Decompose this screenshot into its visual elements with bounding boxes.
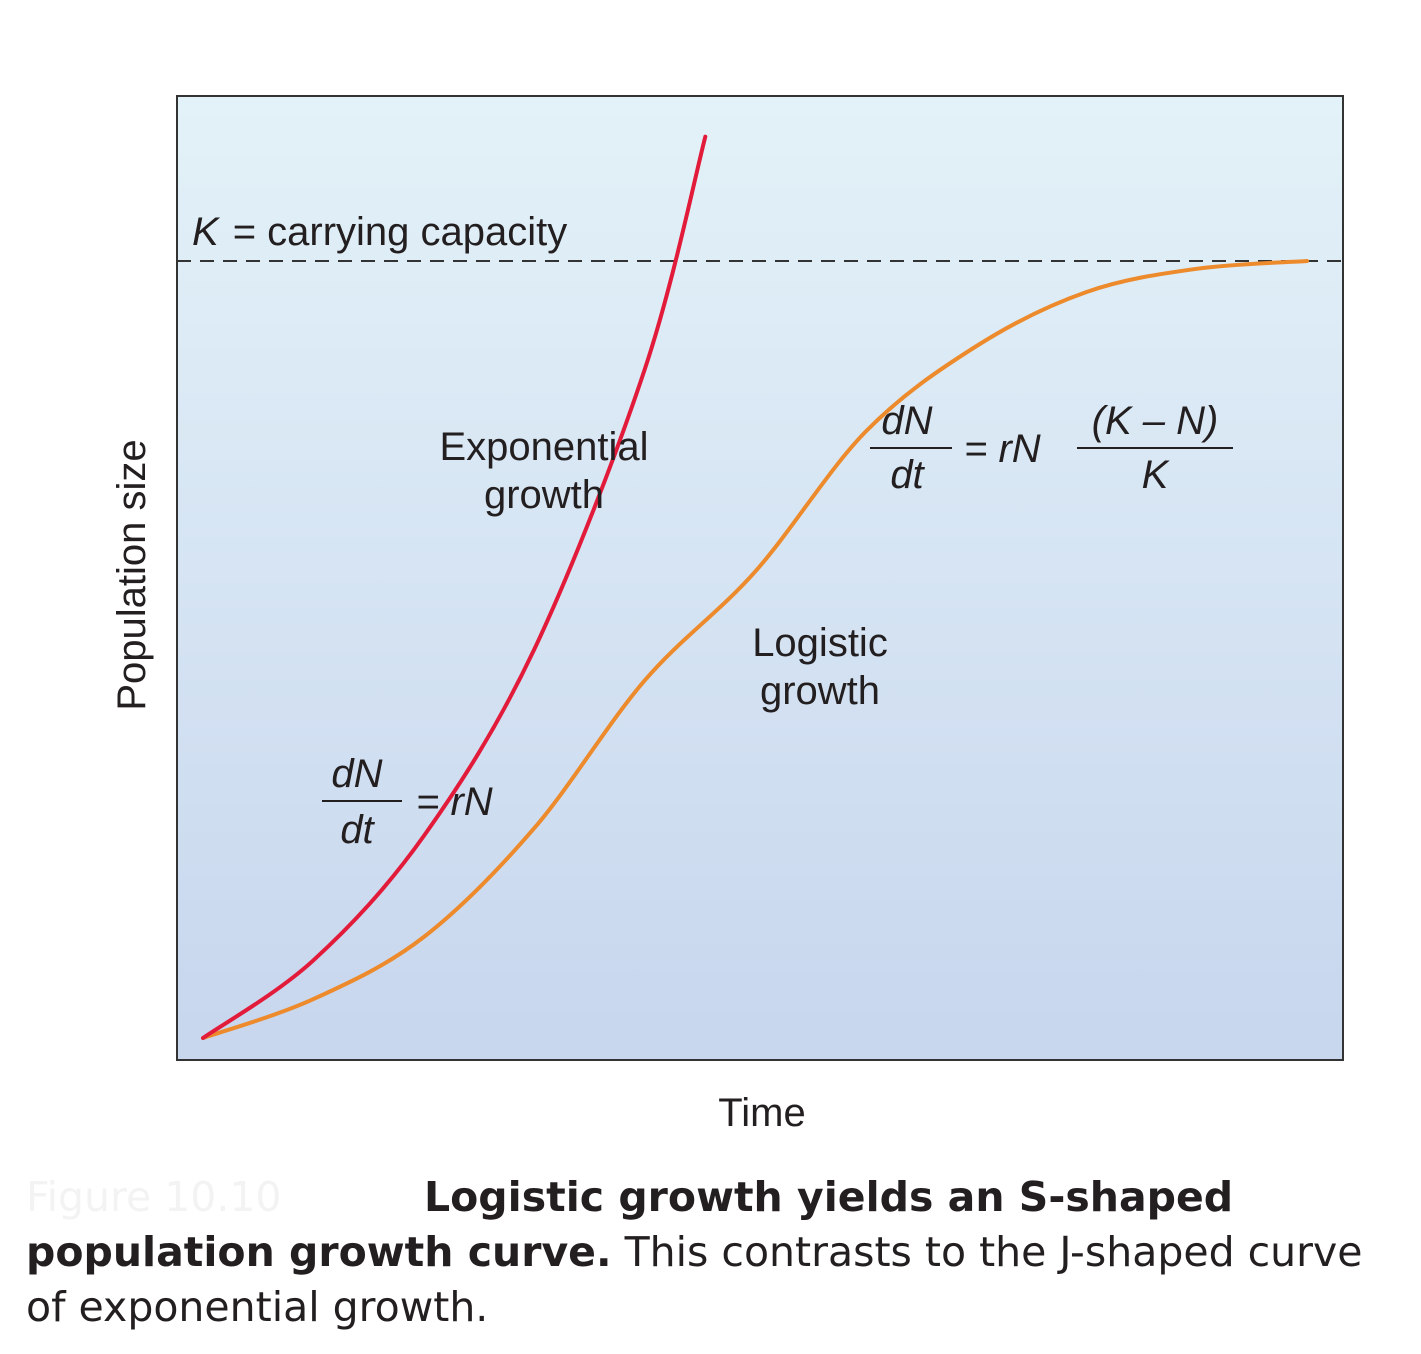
x-axis-label: Time [718, 1091, 805, 1135]
log-eq-numerator: dN [881, 399, 932, 443]
carrying-capacity-label: K = carrying capacity [192, 210, 567, 254]
figure-caption: Figure 10.10 Logistic growth yields an S-… [26, 1170, 1396, 1335]
exponential-equation: dN dt = rN [322, 752, 493, 852]
curves [201, 134, 1309, 1040]
figure-label: Figure 10.10 [26, 1173, 282, 1221]
logistic-equation: dN dt = rN (K – N) K [870, 399, 1233, 497]
exponential-label-line2: growth [484, 473, 604, 517]
y-axis-label: Population size [110, 439, 154, 710]
log-eq-rhs: = rN [964, 427, 1041, 471]
log-eq-denominator: dt [890, 453, 925, 497]
log-eq-frac-denominator: K [1142, 453, 1171, 497]
logistic-curve [201, 259, 1309, 1040]
logistic-label-line1: Logistic [752, 621, 888, 665]
exp-eq-rhs: = rN [416, 780, 493, 824]
carrying-capacity-var: K [192, 210, 221, 254]
exp-eq-numerator: dN [331, 752, 382, 796]
caption-bold-text: Logistic growth yields an S-shaped popul… [26, 1173, 1234, 1276]
logistic-label-line2: growth [760, 669, 880, 713]
log-eq-frac-numerator: (K – N) [1092, 399, 1219, 443]
exponential-label-line1: Exponential [439, 425, 648, 469]
exp-eq-denominator: dt [340, 808, 375, 852]
carrying-capacity-text: = carrying capacity [233, 210, 568, 254]
caption-rest-text: This contrasts to the J-shaped curve of … [26, 1228, 1363, 1331]
exponential-curve [201, 134, 708, 1040]
